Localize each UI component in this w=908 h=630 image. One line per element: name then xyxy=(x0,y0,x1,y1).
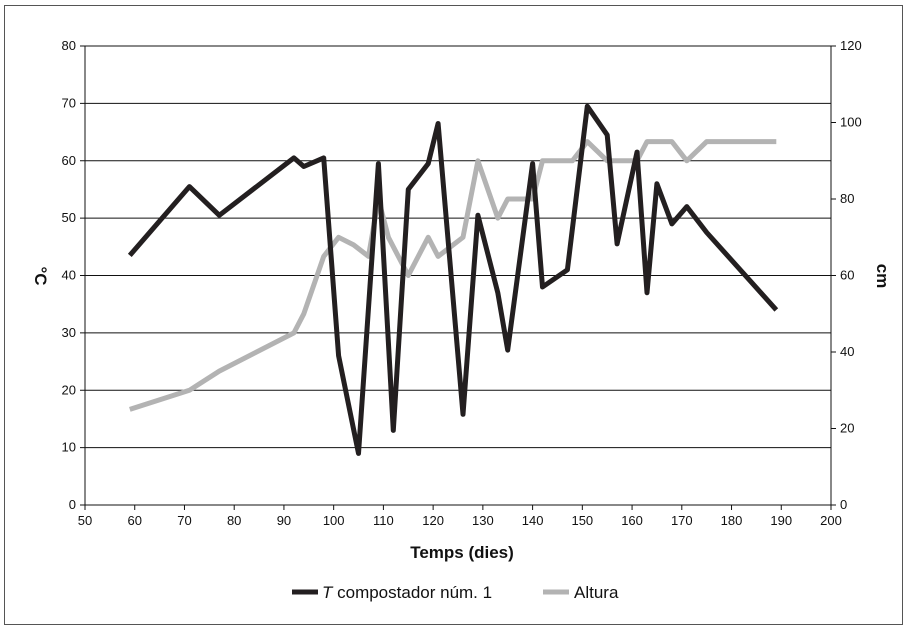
y-right-tick-label: 40 xyxy=(840,344,854,359)
x-tick-label: 50 xyxy=(78,513,92,528)
x-tick-label: 140 xyxy=(522,513,544,528)
x-tick-label: 110 xyxy=(373,513,394,528)
series-lines xyxy=(127,103,779,456)
x-tick-label: 160 xyxy=(621,513,643,528)
y-right-tick-label: 0 xyxy=(840,497,847,512)
y-left-tick-label: 80 xyxy=(62,38,76,53)
y-left-tick-label: 50 xyxy=(62,210,76,225)
x-tick-label: 100 xyxy=(323,513,345,528)
legend: T compostador núm. 1 Altura xyxy=(292,583,619,602)
y-right-tick-label: 80 xyxy=(840,191,854,206)
chart-frame: 50 60 70 80 90 100 110 120 130 140 150 160 170 180 190… xyxy=(4,5,903,625)
x-tick-label: 70 xyxy=(177,513,191,528)
y-right-tick-label: 100 xyxy=(840,115,862,130)
line-chart: 50 60 70 80 90 100 110 120 130 140 150 160 170 180 190… xyxy=(31,38,892,602)
x-tick-label: 120 xyxy=(422,513,444,528)
x-tick-label: 90 xyxy=(277,513,291,528)
x-axis-title: Temps (dies) xyxy=(410,543,514,562)
y-right-tick-labels: 0 20 40 60 80 100 120 xyxy=(840,38,862,512)
y-right-tick-label: 120 xyxy=(840,38,862,53)
x-tick-label: 150 xyxy=(571,513,593,528)
y-left-axis-title: °C xyxy=(31,266,50,285)
x-tick-label: 180 xyxy=(721,513,743,528)
y-left-tick-label: 0 xyxy=(69,497,76,512)
axes xyxy=(80,45,836,510)
y-right-tick-label: 20 xyxy=(840,421,854,436)
x-tick-label: 60 xyxy=(127,513,141,528)
x-tick-labels: 50 60 70 80 90 100 110 120 130 140 150 160 170 180 190… xyxy=(78,513,842,528)
y-left-tick-labels: 0 10 20 30 40 50 60 70 80 xyxy=(62,38,76,512)
y-left-tick-label: 60 xyxy=(62,153,76,168)
x-tick-label: 200 xyxy=(820,513,842,528)
y-left-tick-label: 70 xyxy=(62,95,76,110)
y-left-tick-label: 20 xyxy=(62,382,76,397)
x-tick-label: 190 xyxy=(770,513,792,528)
x-tick-label: 170 xyxy=(671,513,693,528)
y-left-tick-label: 30 xyxy=(62,325,76,340)
series-line-temperature xyxy=(127,103,779,456)
series-line-altura xyxy=(129,139,777,412)
y-right-tick-label: 60 xyxy=(840,268,854,283)
x-tick-label: 130 xyxy=(472,513,494,528)
y-right-axis-title: cm xyxy=(873,264,892,289)
legend-label-altura: Altura xyxy=(574,583,619,602)
legend-label-temperature: T compostador núm. 1 xyxy=(322,583,492,602)
x-tick-label: 80 xyxy=(227,513,241,528)
y-left-tick-label: 40 xyxy=(62,268,76,283)
y-left-tick-label: 10 xyxy=(62,440,76,455)
